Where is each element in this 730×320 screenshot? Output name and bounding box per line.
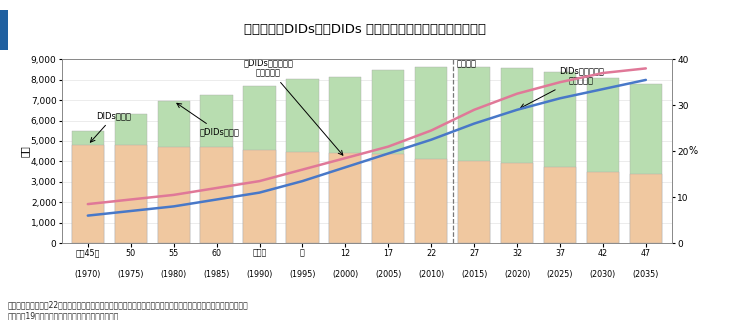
Bar [115,115,147,243]
Text: (1980): (1980) [161,270,187,279]
Bar [72,131,104,243]
Bar [372,70,404,243]
Bar [630,174,662,243]
Bar [201,95,233,243]
Text: (1990): (1990) [246,270,273,279]
Text: 図４－６　DIDs・非DIDs の人口と高齢化率の推移と見通し: 図４－６ DIDs・非DIDs の人口と高齢化率の推移と見通し [244,23,486,36]
Bar [329,76,361,243]
Text: (2010): (2010) [418,270,445,279]
Y-axis label: %: % [688,146,697,156]
Text: (2015): (2015) [461,270,488,279]
Text: (2030): (2030) [590,270,616,279]
Bar [544,73,576,243]
Text: 非DIDsの人口: 非DIDsの人口 [177,103,239,137]
Text: (2020): (2020) [504,270,530,279]
Bar [0,10,8,50]
Bar [587,172,619,243]
Bar [501,68,533,243]
Bar [415,159,447,243]
Bar [201,147,233,243]
Bar [458,161,491,243]
Bar [158,101,190,243]
Text: (2005): (2005) [375,270,402,279]
Y-axis label: 万人: 万人 [20,145,29,157]
Text: 非DIDsの高齢化率
（右目盛）: 非DIDsの高齢化率 （右目盛） [243,58,343,155]
Bar [501,164,533,243]
Bar [286,152,318,243]
Text: (1985): (1985) [204,270,230,279]
Bar [415,68,447,243]
Text: (1975): (1975) [118,270,144,279]
Bar [630,84,662,243]
Text: （推計）: （推計） [456,59,476,68]
Text: (2035): (2035) [633,270,659,279]
Bar [72,145,104,243]
Text: DIDsの高齢化率
（右目盛）: DIDsの高齢化率 （右目盛） [520,66,604,108]
Bar [544,166,576,243]
Text: (1995): (1995) [289,270,315,279]
Bar [458,68,491,243]
Text: 資料：総務省「平成22年　国勢調査人口等基本集計」、国立社会保障・人口問題研究所「都道府県の将来人口推計
　（平成19年５月推計）」を基に農林水産省で推計: 資料：総務省「平成22年 国勢調査人口等基本集計」、国立社会保障・人口問題研究所… [7,301,248,320]
Text: (2025): (2025) [547,270,573,279]
Bar [243,150,276,243]
Bar [158,147,190,243]
Bar [329,153,361,243]
Text: (2000): (2000) [332,270,358,279]
Bar [115,145,147,243]
Bar [243,86,276,243]
Bar [372,154,404,243]
Text: DIDsの人口: DIDsの人口 [91,111,131,142]
Bar [286,79,318,243]
Bar [587,78,619,243]
Text: (1970): (1970) [74,270,101,279]
